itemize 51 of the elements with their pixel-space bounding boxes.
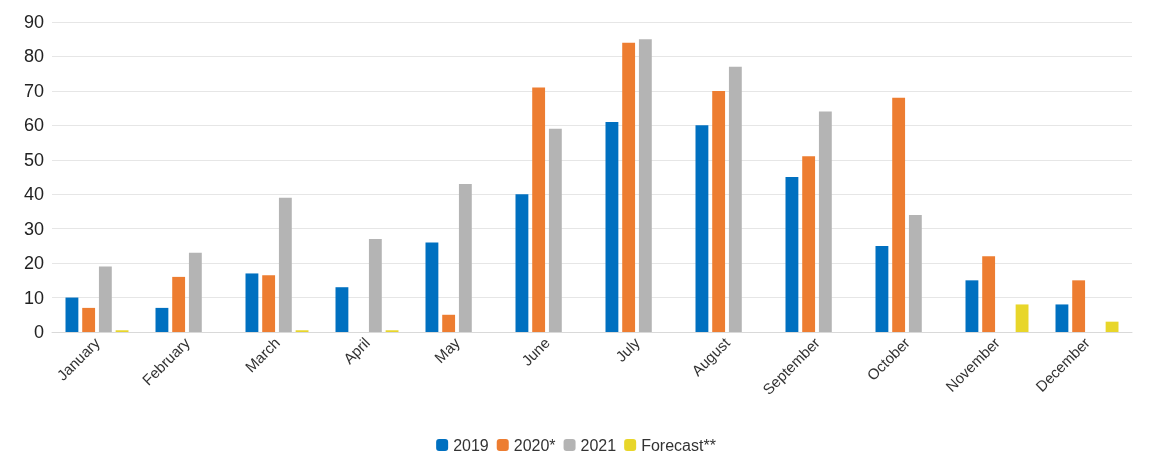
bar xyxy=(785,177,799,332)
bar xyxy=(1105,321,1119,332)
bar xyxy=(728,66,742,332)
bar xyxy=(532,87,546,332)
bar xyxy=(638,39,652,332)
legend-label: 2019 xyxy=(453,436,489,454)
bar xyxy=(172,276,186,332)
legend-label: Forecast** xyxy=(641,436,716,454)
bar xyxy=(278,197,292,332)
bar xyxy=(818,111,832,332)
bar xyxy=(712,90,726,332)
bar xyxy=(908,214,922,332)
bar xyxy=(82,307,96,332)
bar xyxy=(1055,304,1069,332)
bar xyxy=(188,252,202,332)
bar xyxy=(425,242,439,332)
y-tick-label: 80 xyxy=(23,46,44,67)
bar xyxy=(875,245,889,332)
bar xyxy=(442,314,456,332)
legend-label: 2021 xyxy=(580,436,617,454)
y-tick-label: 20 xyxy=(23,253,44,274)
bar xyxy=(335,287,349,332)
bar xyxy=(98,266,112,332)
bar xyxy=(1072,280,1086,332)
bar xyxy=(368,239,382,332)
y-tick-label: 90 xyxy=(23,12,44,32)
y-tick-label: 0 xyxy=(33,322,44,342)
x-tick-label: July xyxy=(612,333,644,365)
bar xyxy=(155,307,169,332)
bar xyxy=(622,42,636,332)
y-tick-label: 50 xyxy=(23,149,44,170)
bar xyxy=(1015,304,1029,332)
bar xyxy=(695,125,709,332)
x-tick-label: May xyxy=(430,333,464,367)
bar xyxy=(982,256,996,332)
bar xyxy=(548,128,562,332)
legend-label: 2020* xyxy=(513,436,556,454)
bar xyxy=(802,156,816,332)
y-tick-label: 30 xyxy=(23,218,44,239)
bar xyxy=(892,97,906,332)
bar xyxy=(458,183,472,332)
y-tick-label: 40 xyxy=(23,184,44,205)
bar xyxy=(262,275,276,332)
bar xyxy=(65,297,79,332)
bar xyxy=(965,280,979,332)
y-tick-label: 60 xyxy=(23,115,44,136)
bar xyxy=(515,194,529,332)
bar xyxy=(245,273,259,332)
y-tick-label: 10 xyxy=(23,287,44,308)
y-tick-label: 70 xyxy=(23,80,44,101)
bar xyxy=(605,121,619,332)
